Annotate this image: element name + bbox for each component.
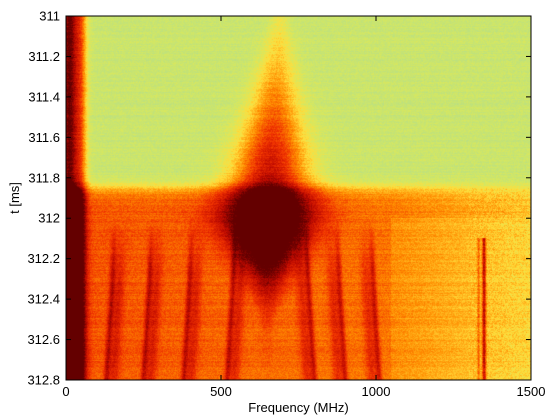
y-tick-label: 311 [39,9,60,24]
y-tick-label: 311.8 [28,170,60,185]
x-axis-label: Frequency (MHz) [248,400,348,415]
x-axis-ticks: 0 500 1000 1500 [62,16,545,399]
plot-frame [65,15,532,381]
y-tick-label: 312.8 [27,373,60,388]
y-tick-label: 311.4 [28,89,60,104]
y-tick-label: 311.6 [28,130,60,145]
y-tick-label: 312.2 [27,251,60,266]
plot-area [66,16,531,380]
heatmap-image [66,16,531,380]
y-axis-ticks: 311 311.2 311.4 311.6 311.8 312 312.2 312.4 312.… [27,9,531,388]
y-tick-label: 311.2 [28,49,60,64]
x-tick-label: 1000 [362,384,391,399]
y-tick-label: 312 [38,211,60,226]
y-axis-label: t [ms] [7,182,22,214]
y-tick-label: 312.6 [27,332,60,347]
x-tick-label: 0 [62,384,69,399]
y-tick-label: 312.4 [27,292,60,307]
x-tick-label: 500 [210,384,232,399]
x-tick-label: 1500 [517,384,546,399]
